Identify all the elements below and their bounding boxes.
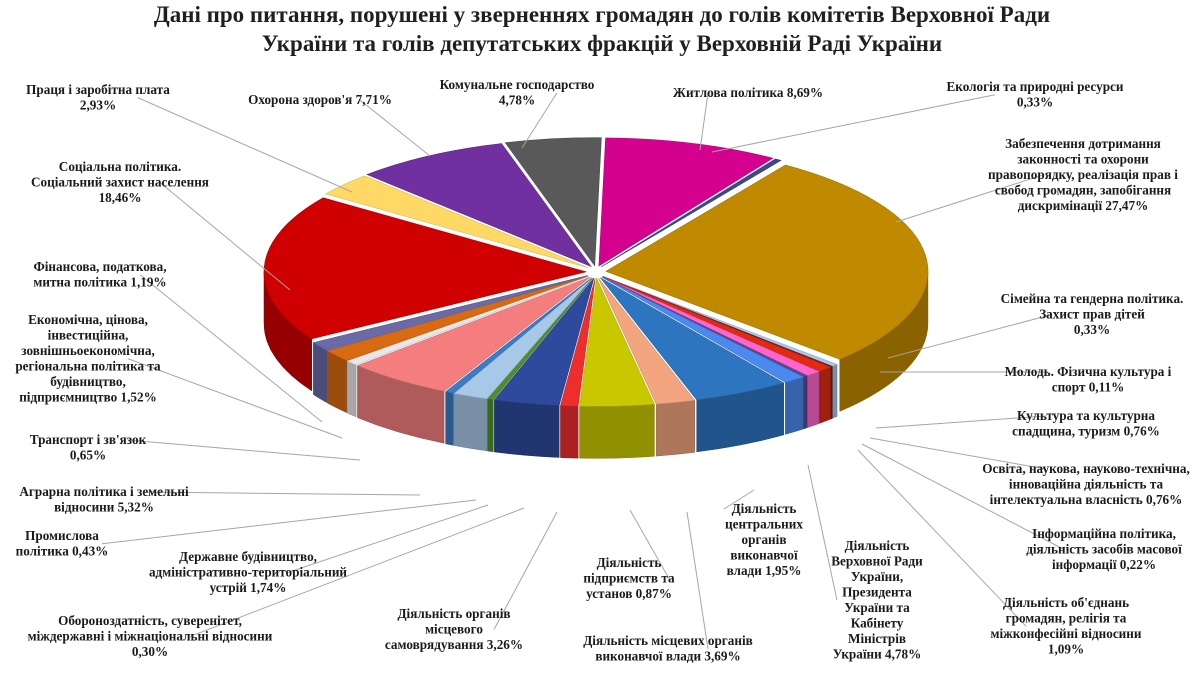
leader-line-25 — [521, 92, 558, 149]
slice-side-12 — [579, 404, 655, 459]
pie-slices — [263, 137, 929, 407]
slice-labels: Житлова політика 8,69% Екологія та природ… — [15, 77, 1189, 664]
slice-label-4: Сімейна та гендерна політика. Захист прав… — [1001, 291, 1184, 337]
slice-3 — [605, 164, 929, 360]
slice-25 — [504, 137, 602, 267]
slice-label-23: Праця і заробітна плата 2,93% — [26, 82, 170, 113]
leader-line-13 — [629, 509, 670, 579]
slice-label-11: Діяльність центральних органів виконавчої вл… — [725, 501, 803, 578]
slice-22 — [263, 197, 588, 340]
chart-title: Дані про питання, порушені у зверненнях … — [154, 2, 1050, 56]
slice-18 — [356, 276, 591, 392]
slice-12 — [579, 277, 655, 407]
chart-title-line-2: України та голів депутатських фракцій у … — [262, 31, 942, 56]
leader-line-24 — [359, 99, 431, 157]
slice-23 — [324, 175, 589, 269]
leader-line-9 — [857, 449, 1027, 627]
slice-2 — [601, 158, 782, 267]
leader-line-12 — [686, 511, 709, 649]
slice-label-9: Діяльність об'єднань громадян, релігія та… — [991, 595, 1142, 657]
leader-lines — [101, 92, 1065, 649]
slice-label-13: Діяльність підприємств та установ 0,87% — [583, 555, 675, 601]
slice-label-14: Діяльність органів місцевого самоврядуванн… — [385, 606, 523, 652]
slice-side-17 — [445, 391, 454, 446]
slice-19 — [346, 276, 589, 366]
leader-line-20 — [127, 358, 343, 439]
leader-line-10 — [807, 464, 838, 601]
leader-line-8 — [861, 443, 1065, 550]
leader-line-16 — [287, 504, 489, 573]
slice-side-9 — [785, 376, 804, 435]
leader-line-21 — [139, 274, 323, 423]
slice-label-12: Діяльність місцевих органів виконавчої вл… — [583, 633, 753, 664]
slice-side-6 — [819, 366, 831, 424]
slice-label-21: Фінансова, податкова, митна політика 1,19… — [33, 259, 166, 290]
slice-side-7 — [806, 371, 820, 428]
slice-15 — [486, 277, 594, 401]
chart-title-line-1: Дані про питання, порушені у зверненнях … — [154, 2, 1050, 27]
leader-line-4 — [887, 314, 1053, 359]
slice-14 — [493, 278, 595, 406]
slice-6 — [602, 276, 832, 372]
leader-line-17 — [101, 499, 477, 545]
slice-side-13 — [560, 405, 579, 459]
leader-line-18 — [143, 491, 421, 496]
slice-label-1: Житлова політика 8,69% — [673, 85, 823, 100]
slice-side-16 — [453, 393, 488, 452]
slice-13 — [560, 278, 596, 407]
slice-label-6: Культура та культурна спадщина, туризм 0,… — [1012, 408, 1160, 439]
slice-side-20 — [327, 350, 347, 414]
leader-line-23 — [137, 97, 353, 193]
slice-label-16: Державне будівництво, адміністративно-тер… — [149, 549, 347, 595]
pie-sides — [263, 271, 929, 459]
slice-1 — [598, 137, 774, 267]
slice-label-15: Обороноздатність, суверенітет, міждержавн… — [28, 613, 273, 659]
slice-label-2: Екологія та природні ресурси 0,33% — [947, 79, 1124, 110]
slice-11 — [598, 277, 696, 405]
slice-side-5 — [830, 366, 833, 420]
slice-side-14 — [494, 399, 560, 458]
slice-label-25: Комунальне господарство 4,78% — [440, 77, 595, 108]
slice-label-17: Промислова політика 0,43% — [16, 528, 109, 559]
slice-label-8: Інформаційна політика, діяльність засобів… — [1026, 526, 1182, 572]
leader-line-22 — [159, 182, 291, 291]
slice-side-4 — [832, 364, 838, 419]
slice-label-19: Транспорт і зв'язок 0,65% — [30, 432, 147, 463]
slice-label-20: Економічна, цінова, інвестиційна, зовнішнь… — [15, 312, 161, 405]
slice-side-15 — [487, 398, 494, 453]
slice-label-22: Соціальна політика. Соціальний захист нас… — [31, 159, 209, 205]
leader-line-1 — [699, 92, 709, 151]
leader-line-7 — [869, 437, 1047, 470]
slice-20 — [326, 275, 589, 361]
leader-line-3 — [895, 174, 1044, 223]
leader-line-6 — [875, 415, 1047, 429]
slice-17 — [444, 277, 592, 394]
slice-9 — [601, 276, 804, 383]
slice-label-18: Аграрна політика і земельні відносини 5,3… — [19, 484, 189, 515]
slice-label-7: Освіта, наукова, науково-технічна, іннова… — [982, 461, 1190, 507]
slice-side-19 — [346, 360, 357, 418]
leader-line-15 — [189, 507, 525, 637]
slice-label-24: Охорона здоров'я 7,71% — [248, 92, 392, 107]
leader-line-2 — [711, 94, 996, 153]
slice-label-10: Діяльність Верховної Ради України, Президен… — [831, 538, 923, 662]
leader-line-11 — [723, 489, 755, 510]
leader-line-14 — [493, 511, 558, 630]
slice-side-21 — [313, 342, 328, 404]
slice-side-11 — [655, 400, 695, 457]
slice-16 — [453, 277, 593, 400]
slice-side-8 — [803, 375, 808, 430]
slice-10 — [600, 277, 785, 401]
slice-21 — [312, 275, 588, 351]
leader-line-19 — [127, 439, 361, 461]
slice-label-5: Молодь. Фізична культура і спорт 0,11% — [1005, 364, 1172, 395]
slice-label-3: Забезпечення дотримання законності та охо… — [988, 136, 1178, 213]
